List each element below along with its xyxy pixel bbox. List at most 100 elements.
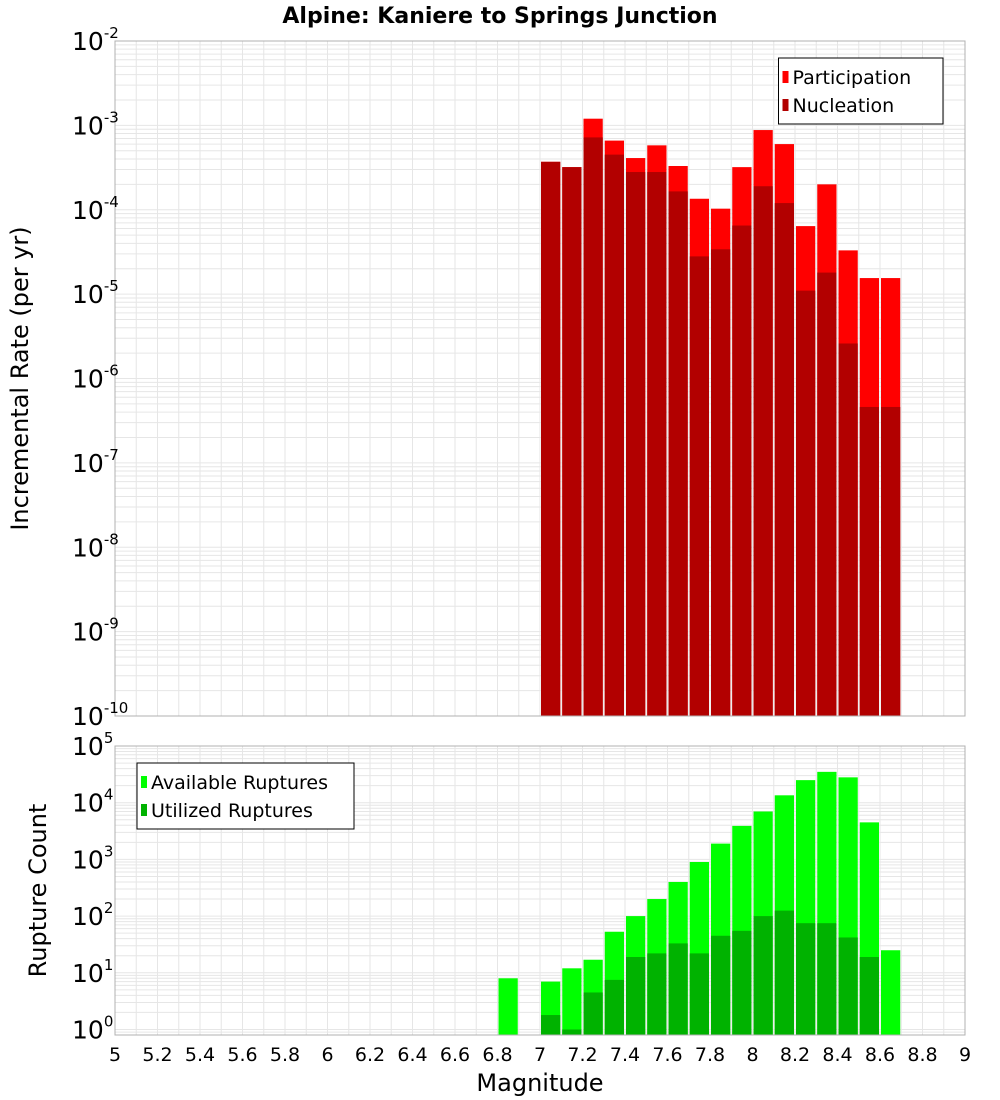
panel2-legend-box: [136, 762, 355, 830]
panel1-bar-nucleation: [668, 191, 688, 717]
x-tick-label: 6.8: [482, 1044, 512, 1066]
panel1-y-tick-base: 10: [72, 618, 104, 647]
panel2-bars: [498, 771, 901, 1035]
panel2-bar-utilized-ruptures: [711, 935, 731, 1035]
panel1-legend-box: [778, 57, 944, 125]
panel1-y-tick-label: 10-3: [72, 108, 119, 140]
x-tick-label: 6.2: [355, 1044, 385, 1066]
panel1-y-tick-base: 10: [72, 533, 104, 562]
x-tick-label: 7.6: [652, 1044, 682, 1066]
panel2-bar-utilized-ruptures: [817, 923, 837, 1035]
panel1-bar-nucleation: [583, 137, 603, 716]
x-tick-label: 8.2: [780, 1044, 810, 1066]
panel1-y-tick-label: 10-5: [72, 277, 119, 309]
panel2-y-tick-label: 101: [72, 956, 113, 988]
panel1-y-tick-exponent: -6: [104, 362, 119, 380]
panel1-y-tick-label: 10-10: [72, 699, 128, 731]
x-tick-label: 6.4: [397, 1044, 427, 1066]
panel2-bar-available-ruptures: [881, 950, 901, 1035]
panel1-y-tick-base: 10: [72, 196, 104, 225]
panel1-y-tick-label: 10-6: [72, 362, 119, 394]
incremental-rate-plot: 10-1010-910-810-710-610-510-410-310-2Inc…: [6, 24, 966, 731]
panel1-legend-swatch: [782, 71, 789, 83]
panel2-bar-utilized-ruptures: [732, 930, 752, 1035]
panel1-bars: [541, 118, 901, 717]
panel1-bar-nucleation: [753, 186, 773, 716]
panel2-legend-swatch: [141, 776, 147, 788]
panel1-bar-nucleation: [604, 154, 624, 716]
panel2-y-tick-exponent: 0: [104, 1013, 114, 1031]
panel2-bar-available-ruptures: [498, 978, 518, 1035]
panel1-bar-nucleation: [647, 172, 667, 716]
panel2-bar-available-ruptures: [562, 968, 582, 1035]
panel1-legend-swatch: [782, 99, 789, 111]
panel2-y-tick-label: 102: [72, 899, 113, 931]
panel2-y-tick-base: 10: [72, 845, 104, 874]
panel1-bar-nucleation: [859, 406, 879, 716]
chart-title: Alpine: Kaniere to Springs Junction: [282, 4, 717, 29]
panel1-bar-nucleation: [626, 172, 646, 716]
x-tick-label: 9: [959, 1044, 971, 1066]
x-tick-label: 7.2: [567, 1044, 597, 1066]
panel2-plot-frame: [114, 745, 966, 1036]
panel2-bar-utilized-ruptures: [753, 916, 773, 1035]
panel1-bar-nucleation: [796, 290, 816, 716]
x-tick-label: 8: [746, 1044, 758, 1066]
panel1-bar-nucleation: [541, 161, 561, 716]
panel1-y-tick-base: 10: [72, 365, 104, 394]
panel2-bar-utilized-ruptures: [647, 953, 667, 1035]
panel2-legend-swatch: [141, 804, 147, 816]
panel1-y-tick-exponent: -3: [104, 108, 119, 126]
x-tick-label: 5: [109, 1044, 121, 1066]
x-ticks: 5 5.2 5.4 5.6 5.8 6 6.2 6.4 6.6 6.8 7 7.2 7.4 7.6 7.8 8…: [109, 1044, 971, 1066]
panel2-y-tick-exponent: 5: [104, 729, 114, 747]
panel1-y-tick-exponent: -2: [104, 24, 119, 42]
panel1-y-tick-label: 10-8: [72, 530, 119, 562]
panel2-y-tick-label: 104: [72, 786, 113, 818]
panel2-bar-utilized-ruptures: [774, 910, 794, 1035]
panel2-bar-utilized-ruptures: [859, 956, 879, 1035]
panel1-legend-label: Participation: [793, 67, 912, 89]
panel1-y-tick-exponent: -9: [104, 615, 119, 633]
panel2-y-tick-label: 105: [72, 729, 113, 761]
panel2-bar-utilized-ruptures: [626, 956, 646, 1035]
panel1-y-tick-label: 10-7: [72, 446, 119, 478]
panel2-legend-label: Available Ruptures: [151, 772, 328, 794]
panel1-y-tick-exponent: -4: [104, 193, 119, 211]
x-tick-label: 5.6: [227, 1044, 257, 1066]
x-tick-label: 5.2: [142, 1044, 172, 1066]
panel2-y-axis-label: Rupture Count: [24, 804, 52, 978]
x-tick-label: 6.6: [440, 1044, 470, 1066]
panel1-plot-frame: [114, 40, 966, 717]
panel1-y-tick-base: 10: [72, 111, 104, 140]
x-tick-label: 7: [534, 1044, 546, 1066]
panel2-y-tick-exponent: 4: [104, 786, 114, 804]
panel1-bar-nucleation: [711, 249, 731, 716]
x-tick-label: 5.8: [270, 1044, 300, 1066]
panel1-bar-nucleation: [774, 203, 794, 716]
panel1-legend-label: Nucleation: [793, 95, 895, 117]
panel2-y-tick-base: 10: [72, 732, 104, 761]
panel2-y-tick-label: 100: [72, 1013, 113, 1045]
x-axis-label: Magnitude: [476, 1069, 603, 1097]
panel1-y-tick-base: 10: [72, 449, 104, 478]
panel1-y-tick-base: 10: [72, 702, 104, 731]
panel2-bar-utilized-ruptures: [796, 923, 816, 1035]
panel1-y-axis-label: Incremental Rate (per yr): [6, 226, 34, 530]
x-tick-label: 8.4: [822, 1044, 852, 1066]
panel2-y-tick-exponent: 2: [104, 899, 114, 917]
x-tick-label: 8.8: [907, 1044, 937, 1066]
panel2-y-tick-base: 10: [72, 1016, 104, 1045]
panel2-y-tick-exponent: 1: [104, 956, 114, 974]
panel1-y-tick-label: 10-9: [72, 615, 119, 647]
panel2-bar-utilized-ruptures: [668, 943, 688, 1035]
panel1-legend: Participation Nucleation: [778, 57, 944, 125]
panel2-bar-utilized-ruptures: [583, 992, 603, 1035]
x-tick-label: 7.8: [695, 1044, 725, 1066]
panel2-bar-utilized-ruptures: [604, 979, 624, 1035]
panel1-y-tick-exponent: -7: [104, 446, 119, 464]
x-tick-label: 6: [321, 1044, 333, 1066]
panel2-legend-label: Utilized Ruptures: [151, 800, 313, 822]
